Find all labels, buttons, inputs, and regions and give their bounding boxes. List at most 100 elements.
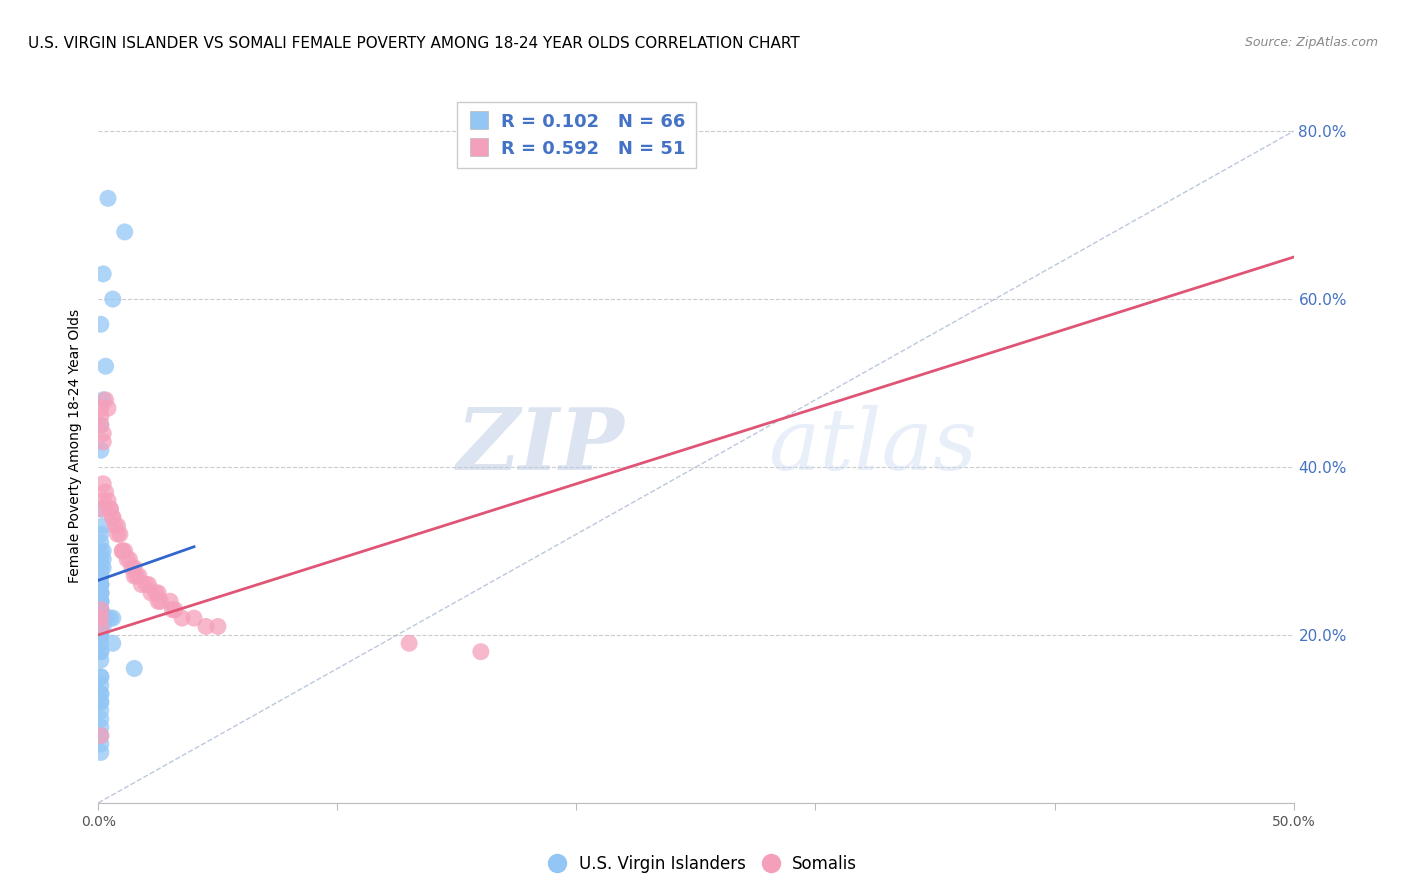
U.S. Virgin Islanders [90,569,112,583]
Text: U.S. VIRGIN ISLANDER VS SOMALI FEMALE POVERTY AMONG 18-24 YEAR OLDS CORRELATION : U.S. VIRGIN ISLANDER VS SOMALI FEMALE PO… [28,36,800,51]
Somalis [195,619,218,633]
Somalis [138,577,160,591]
U.S. Virgin Islanders [90,594,112,608]
Text: Source: ZipAtlas.com: Source: ZipAtlas.com [1244,36,1378,49]
Somalis [91,493,114,508]
Somalis [124,569,146,583]
Somalis [124,560,146,574]
U.S. Virgin Islanders [90,645,112,659]
Somalis [90,611,112,625]
U.S. Virgin Islanders [91,544,114,558]
Somalis [149,594,172,608]
U.S. Virgin Islanders [90,569,112,583]
U.S. Virgin Islanders [91,518,114,533]
U.S. Virgin Islanders [90,645,112,659]
Legend: U.S. Virgin Islanders, Somalis: U.S. Virgin Islanders, Somalis [543,848,863,880]
U.S. Virgin Islanders [90,687,112,701]
U.S. Virgin Islanders [90,577,112,591]
Somalis [98,502,122,516]
Somalis [91,426,114,441]
U.S. Virgin Islanders [91,267,114,281]
Legend: R = 0.102   N = 66, R = 0.592   N = 51: R = 0.102 N = 66, R = 0.592 N = 51 [457,102,696,169]
U.S. Virgin Islanders [91,619,114,633]
Somalis [98,502,122,516]
Somalis [148,594,170,608]
U.S. Virgin Islanders [90,729,112,743]
Somalis [107,518,129,533]
U.S. Virgin Islanders [94,611,117,625]
Somalis [90,502,112,516]
Somalis [90,619,112,633]
Somalis [90,417,112,432]
U.S. Virgin Islanders [90,603,112,617]
U.S. Virgin Islanders [90,417,112,432]
Somalis [131,577,153,591]
U.S. Virgin Islanders [90,594,112,608]
U.S. Virgin Islanders [90,678,112,692]
U.S. Virgin Islanders [90,552,112,566]
Somalis [125,569,148,583]
U.S. Virgin Islanders [90,502,112,516]
U.S. Virgin Islanders [90,544,112,558]
U.S. Virgin Islanders [90,628,112,642]
U.S. Virgin Islanders [90,603,112,617]
U.S. Virgin Islanders [90,594,112,608]
Somalis [128,569,150,583]
Somalis [207,619,229,633]
Somalis [159,594,181,608]
Somalis [90,409,112,424]
Somalis [162,603,184,617]
U.S. Virgin Islanders [90,560,112,574]
Somalis [97,493,120,508]
Somalis [94,485,117,500]
U.S. Virgin Islanders [90,695,112,709]
Somalis [91,476,114,491]
Somalis [108,527,131,541]
U.S. Virgin Islanders [90,586,112,600]
Somalis [163,603,186,617]
U.S. Virgin Islanders [124,661,146,675]
Somalis [118,552,141,566]
Somalis [101,510,124,524]
Somalis [145,586,167,600]
U.S. Virgin Islanders [91,552,114,566]
Somalis [90,401,112,416]
U.S. Virgin Islanders [90,670,112,684]
U.S. Virgin Islanders [90,670,112,684]
Somalis [183,611,205,625]
Somalis [148,586,170,600]
U.S. Virgin Islanders [94,359,117,374]
U.S. Virgin Islanders [90,628,112,642]
Somalis [398,636,420,650]
U.S. Virgin Islanders [90,535,112,549]
U.S. Virgin Islanders [114,225,136,239]
U.S. Virgin Islanders [101,636,124,650]
U.S. Virgin Islanders [90,586,112,600]
Somalis [115,552,138,566]
Somalis [104,518,127,533]
Somalis [172,611,194,625]
U.S. Virgin Islanders [101,611,124,625]
U.S. Virgin Islanders [90,619,112,633]
Somalis [97,401,120,416]
Somalis [111,544,134,558]
Somalis [91,434,114,449]
U.S. Virgin Islanders [90,603,112,617]
U.S. Virgin Islanders [90,611,112,625]
U.S. Virgin Islanders [90,443,112,458]
U.S. Virgin Islanders [101,292,124,306]
U.S. Virgin Islanders [90,594,112,608]
U.S. Virgin Islanders [90,318,112,332]
U.S. Virgin Islanders [90,653,112,667]
Somalis [101,510,124,524]
Text: atlas: atlas [768,405,977,487]
U.S. Virgin Islanders [90,636,112,650]
U.S. Virgin Islanders [90,560,112,574]
U.S. Virgin Islanders [90,712,112,726]
U.S. Virgin Islanders [90,577,112,591]
U.S. Virgin Islanders [90,746,112,760]
Somalis [139,586,162,600]
Somalis [135,577,157,591]
Y-axis label: Female Poverty Among 18-24 Year Olds: Female Poverty Among 18-24 Year Olds [69,309,83,583]
U.S. Virgin Islanders [91,560,114,574]
